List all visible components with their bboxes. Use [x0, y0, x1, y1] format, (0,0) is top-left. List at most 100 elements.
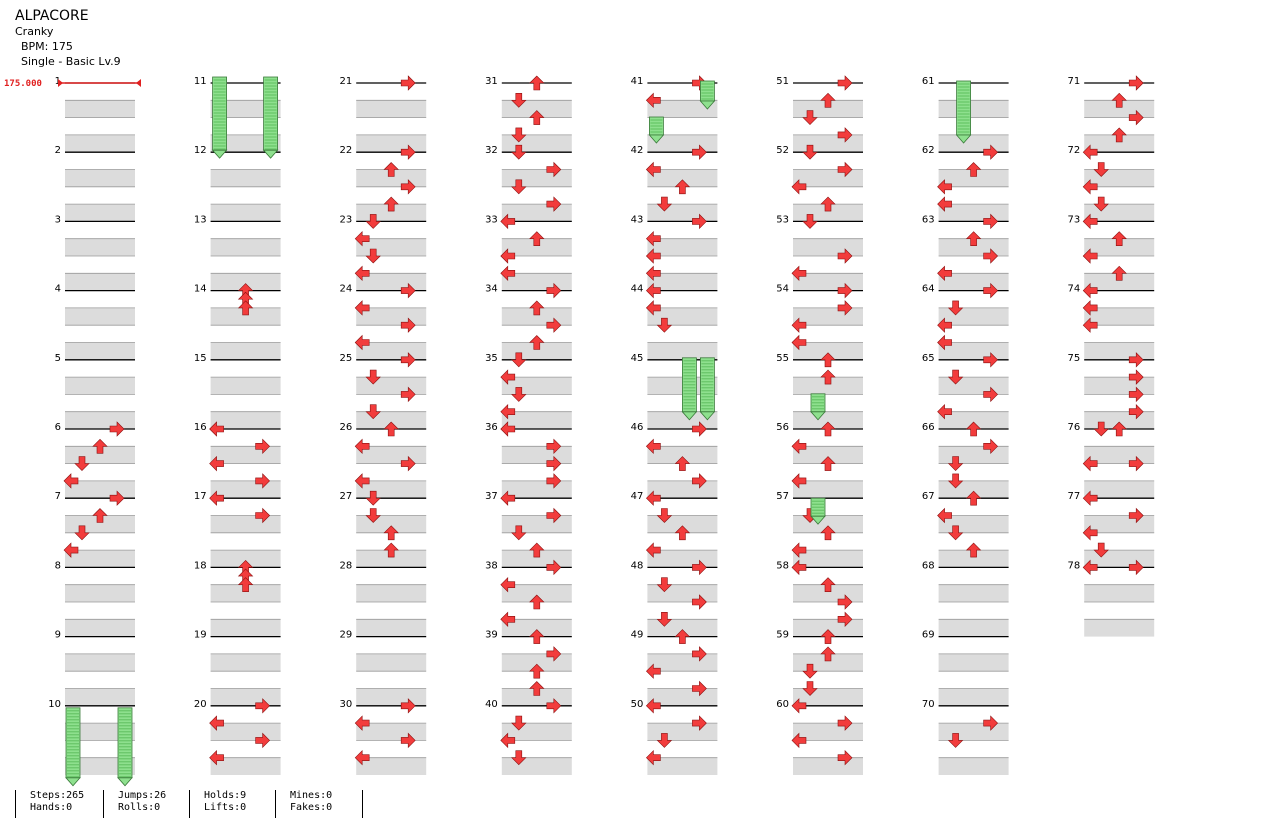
step-arrow-down — [947, 369, 964, 385]
measure-18: 18 — [194, 559, 281, 637]
step-arrow-right — [692, 473, 707, 489]
step-arrow-right — [255, 473, 271, 489]
step-arrow-right — [1128, 352, 1144, 368]
step-arrow-up — [820, 525, 836, 541]
step-arrow-left — [500, 421, 516, 437]
measure-33: 33 — [485, 213, 572, 291]
step-arrow-up — [529, 629, 545, 644]
measure-5: 5 — [55, 353, 135, 429]
step-arrow-left — [354, 230, 370, 247]
beat-band — [65, 307, 135, 326]
measure-number: 5 — [55, 353, 61, 364]
step-arrow-up — [1111, 421, 1127, 437]
step-arrow-left — [791, 559, 807, 576]
step-arrow-left — [937, 265, 952, 282]
measure-number: 68 — [922, 560, 935, 571]
measure-74: 74 — [1067, 282, 1155, 360]
measure-37: 37 — [485, 490, 572, 568]
beat-band — [210, 619, 281, 637]
hold-note — [263, 76, 279, 151]
step-arrow-left — [645, 749, 661, 766]
beat-band — [65, 342, 135, 360]
hold-tail — [65, 777, 81, 787]
step-arrow-right — [255, 698, 271, 714]
step-arrow-down — [947, 456, 964, 472]
step-arrow-left — [1082, 213, 1098, 230]
beat-band — [1084, 584, 1155, 602]
measure-number: 57 — [776, 491, 789, 502]
beat-band — [356, 757, 427, 775]
beat-band — [210, 757, 281, 775]
step-arrow-left — [209, 490, 224, 506]
step-arrow-left — [791, 179, 807, 195]
measure-number: 72 — [1067, 145, 1080, 156]
step-arrow-up — [820, 629, 836, 644]
step-arrow-down — [365, 369, 381, 385]
steps-count: Steps:265 — [30, 790, 85, 801]
step-arrow-up — [965, 162, 982, 177]
measure-53: 53 — [776, 214, 863, 291]
step-arrow-right — [400, 352, 416, 368]
beat-band — [1084, 134, 1155, 153]
measure-number: 47 — [631, 491, 644, 502]
measure-number: 4 — [55, 284, 61, 295]
step-arrow-left — [354, 715, 370, 731]
measure-number: 40 — [485, 699, 498, 710]
step-arrow-left — [500, 490, 516, 506]
beat-band — [210, 411, 281, 429]
step-arrow-right — [837, 161, 853, 178]
step-arrow-up — [820, 577, 836, 593]
beat-band — [210, 584, 281, 602]
step-arrow-right — [400, 282, 416, 299]
measure-62: 62 — [922, 144, 1009, 222]
measure-57: 57 — [776, 491, 863, 568]
step-arrow-up — [529, 594, 545, 610]
step-arrow-up — [529, 681, 545, 696]
measure-2: 2 — [55, 145, 135, 222]
beat-band — [793, 377, 863, 395]
beat-band — [65, 757, 135, 775]
step-arrow-right — [837, 715, 853, 731]
measure-4: 4 — [55, 284, 135, 360]
beat-band — [647, 100, 718, 118]
step-arrow-down — [656, 508, 673, 523]
step-arrow-left — [500, 611, 516, 628]
measure-number: 14 — [194, 284, 207, 295]
step-arrow-left — [1082, 179, 1098, 195]
step-arrow-up — [820, 196, 836, 212]
measure-number: 28 — [339, 560, 352, 571]
step-arrow-right — [546, 455, 562, 472]
step-arrow-right — [400, 732, 416, 749]
step-arrow-up — [674, 456, 691, 471]
measure-27: 27 — [339, 490, 427, 568]
measure-number: 23 — [339, 214, 352, 225]
measure-number: 37 — [485, 491, 498, 502]
measure-25: 25 — [339, 352, 427, 429]
step-arrow-right — [400, 317, 416, 333]
step-arrow-right — [837, 248, 853, 264]
measure-65: 65 — [922, 352, 1009, 429]
measure-50: 50 — [631, 698, 718, 775]
beat-band — [501, 584, 572, 602]
measure-51: 51 — [776, 75, 863, 153]
beat-band — [210, 515, 281, 533]
measure-56: 56 — [776, 421, 863, 499]
step-arrow-up — [529, 335, 545, 350]
measure-48: 48 — [631, 559, 718, 637]
measure-31: 31 — [485, 75, 572, 153]
measure-number: 27 — [339, 491, 352, 502]
measure-number: 77 — [1067, 491, 1080, 502]
step-arrow-right — [983, 352, 999, 368]
measure-number: 70 — [922, 699, 935, 710]
step-arrow-left — [645, 265, 661, 282]
measure-54: 54 — [776, 282, 863, 360]
step-arrow-left — [500, 213, 516, 230]
beat-band — [210, 169, 281, 187]
measure-number: 48 — [631, 560, 644, 571]
artist-name: Cranky — [15, 25, 54, 38]
hold-tail — [211, 149, 228, 159]
measure-42: 42 — [631, 144, 718, 222]
beat-band — [1084, 307, 1155, 326]
beat-band — [356, 134, 427, 153]
measure-number: 35 — [485, 353, 498, 364]
